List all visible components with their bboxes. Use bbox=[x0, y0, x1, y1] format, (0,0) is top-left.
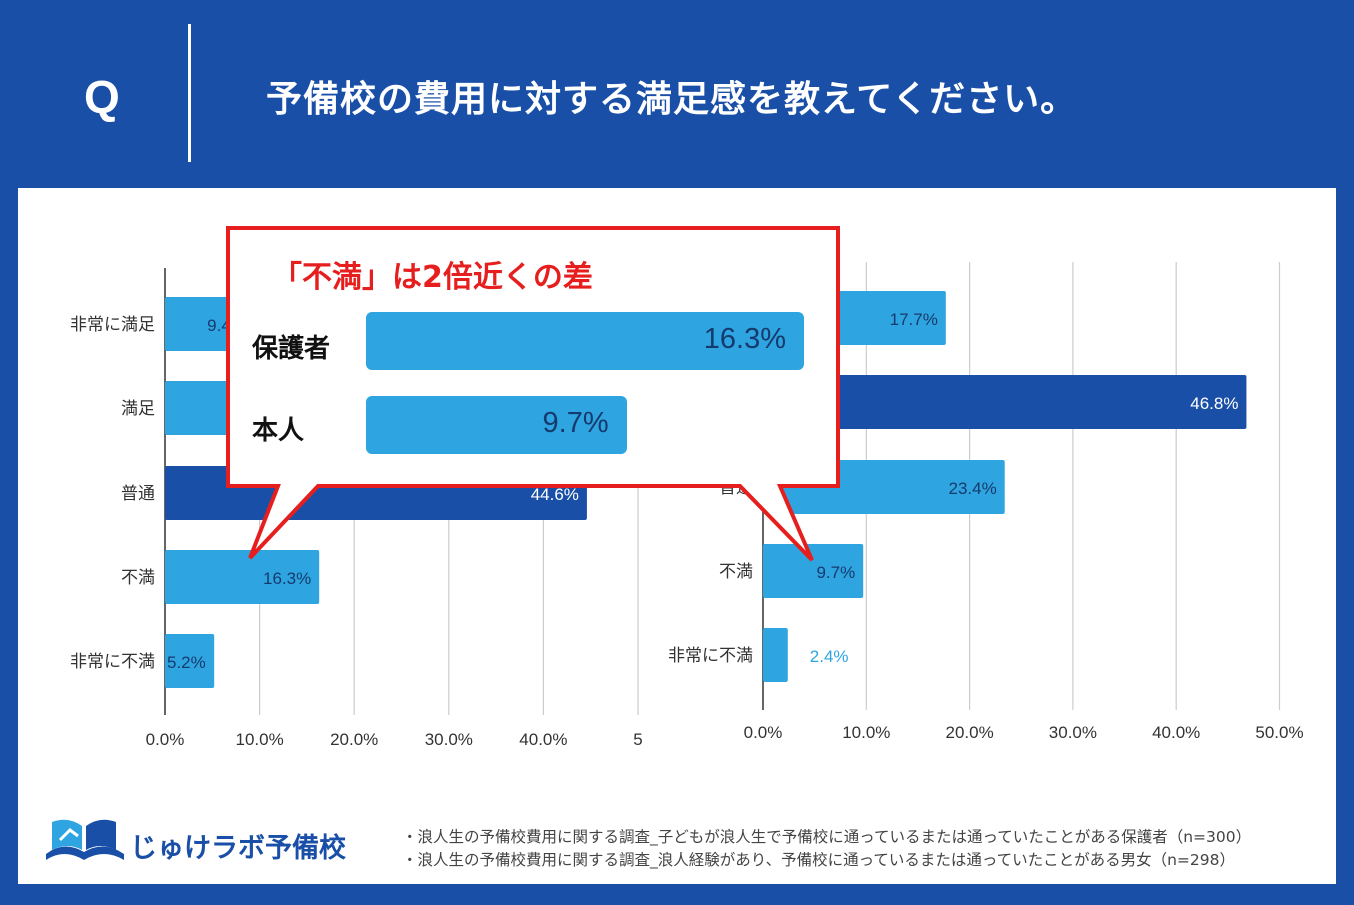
callout-value-parent: 16.3% bbox=[703, 323, 786, 355]
bar bbox=[165, 634, 215, 688]
survey-note-self: ・浪人生の予備校費用に関する調査_浪人経験があり、予備校に通っているまたは通って… bbox=[402, 851, 1235, 869]
bar bbox=[165, 550, 320, 604]
header: Q 予備校の費用に対する満足感を教えてください。 bbox=[0, 0, 1354, 188]
page-title: 予備校の費用に対する満足感を教えてください。 bbox=[266, 79, 1078, 120]
callout: 「不満」は2倍近くの差 保護者 16.3% 本人 9.7% bbox=[228, 228, 838, 486]
header-divider bbox=[188, 24, 191, 162]
data-label: 44.6% bbox=[531, 485, 579, 504]
data-label: 23.4% bbox=[949, 479, 997, 498]
data-label: 16.3% bbox=[263, 569, 311, 588]
data-label: 46.8% bbox=[1190, 394, 1238, 413]
book-icon bbox=[46, 819, 124, 860]
x-tick-label: 40.0% bbox=[519, 730, 567, 749]
survey-notes: ・浪人生の予備校費用に関する調査_子どもが浪人生で予備校に通っているまたは通って… bbox=[402, 826, 1251, 872]
x-tick-label: 30.0% bbox=[425, 730, 473, 749]
callout-value-self: 9.7% bbox=[542, 407, 609, 439]
x-tick-label: 20.0% bbox=[945, 723, 993, 742]
category-label: 非常に満足 bbox=[70, 315, 155, 335]
x-tick-label: 30.0% bbox=[1049, 723, 1097, 742]
data-label: 17.7% bbox=[890, 310, 938, 329]
callout-title: 「不満」は2倍近くの差 bbox=[272, 260, 593, 295]
x-tick-label: 10.0% bbox=[842, 723, 890, 742]
data-label: 9.7% bbox=[816, 563, 855, 582]
x-tick-label: 20.0% bbox=[330, 730, 378, 749]
category-label: 不満 bbox=[719, 562, 753, 582]
x-tick-label: 10.0% bbox=[235, 730, 283, 749]
x-tick-label: 0.0% bbox=[146, 730, 185, 749]
survey-note-parent: ・浪人生の予備校費用に関する調査_子どもが浪人生で予備校に通っているまたは通って… bbox=[402, 828, 1252, 846]
bar bbox=[763, 375, 1247, 429]
data-label: 5.2% bbox=[167, 653, 206, 672]
logo-text: じゅけラボ予備校 bbox=[130, 833, 346, 864]
callout-bar-self: 9.7% bbox=[366, 396, 627, 454]
category-label: 満足 bbox=[121, 399, 155, 419]
category-label: 非常に不満 bbox=[70, 652, 155, 672]
category-label: 不満 bbox=[121, 568, 155, 588]
callout-bar-parent: 16.3% bbox=[366, 312, 804, 370]
x-tick-label: 0.0% bbox=[744, 723, 783, 742]
category-label: 普通 bbox=[121, 484, 155, 504]
callout-label-self: 本人 bbox=[252, 416, 305, 446]
bar bbox=[763, 628, 788, 682]
brand-logo: じゅけラボ予備校 bbox=[40, 810, 360, 870]
question-mark: Q bbox=[84, 71, 120, 123]
category-label: 非常に不満 bbox=[668, 646, 753, 666]
x-tick-label: 5 bbox=[633, 730, 642, 749]
x-tick-label: 50.0% bbox=[1255, 723, 1303, 742]
data-label: 2.4% bbox=[810, 647, 849, 666]
callout-label-parent: 保護者 bbox=[252, 334, 331, 364]
x-tick-label: 40.0% bbox=[1152, 723, 1200, 742]
